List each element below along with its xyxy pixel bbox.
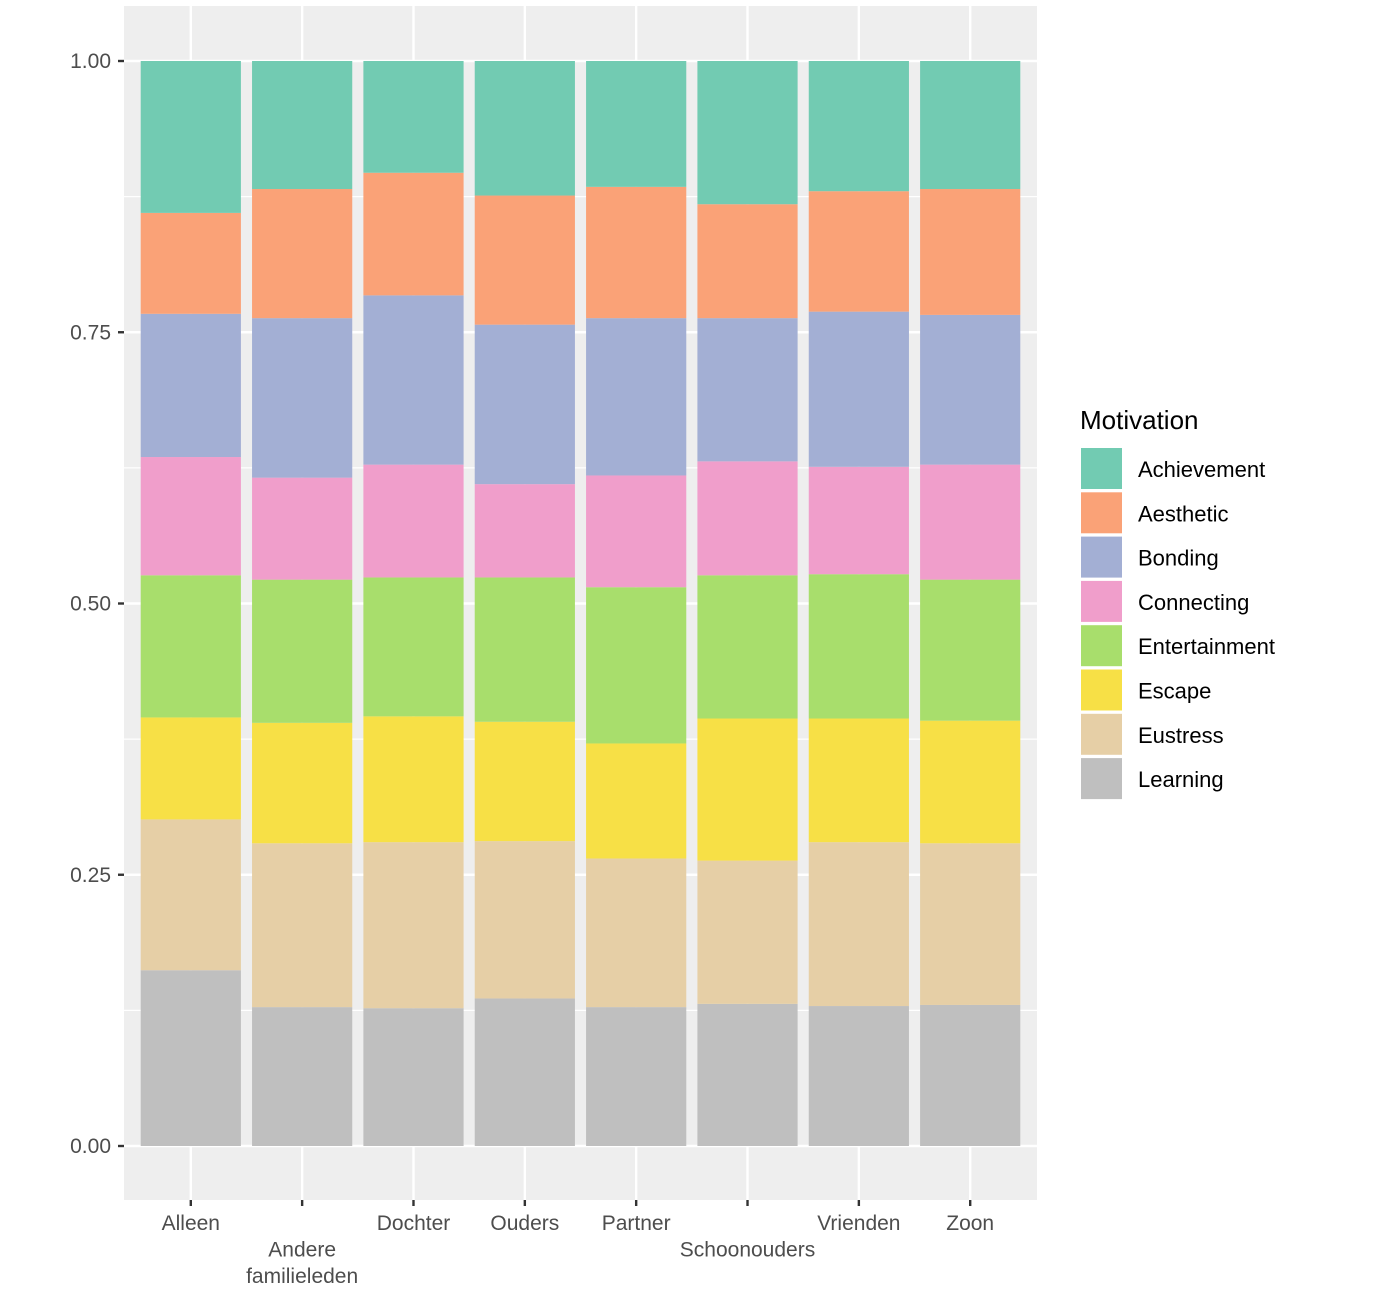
bar-segment-eustress-partner: [586, 858, 687, 1008]
bar-segment-eustress-schoonouders: [697, 860, 798, 1004]
legend-label-connecting: Connecting: [1138, 590, 1249, 615]
legend-swatch-bonding: [1081, 536, 1122, 578]
x-tick-label: Vrienden: [817, 1212, 900, 1235]
bar-segment-connecting-ouders: [474, 484, 575, 578]
bar-segment-aesthetic-alleen: [140, 212, 241, 314]
bar-segment-connecting-partner: [586, 475, 687, 588]
bar-segment-achievement-andere-familieleden: [252, 61, 353, 190]
bar-segment-bonding-dochter: [363, 295, 464, 465]
bar-segment-connecting-zoon: [920, 464, 1021, 580]
bar-segment-escape-andere-familieleden: [252, 722, 353, 844]
bar-segment-escape-schoonouders: [697, 718, 798, 861]
legend-swatch-connecting: [1081, 580, 1122, 622]
bar-segment-aesthetic-partner: [586, 186, 687, 319]
x-tick-label: Alleen: [162, 1212, 220, 1235]
bar-segment-escape-vrienden: [808, 718, 909, 843]
bar-segment-bonding-alleen: [140, 313, 241, 458]
bar-segment-bonding-schoonouders: [697, 318, 798, 462]
bar-segment-eustress-andere-familieleden: [252, 843, 353, 1008]
legend-swatch-entertainment: [1081, 625, 1122, 667]
bar-segment-connecting-dochter: [363, 464, 464, 578]
bar-segment-achievement-vrienden: [808, 61, 909, 192]
x-tick-label: Dochter: [377, 1212, 451, 1235]
bar-segment-entertainment-dochter: [363, 577, 464, 717]
x-tick-label: Partner: [602, 1212, 671, 1235]
x-axis: Alleen Andere familieleden Dochter Ouders Par…: [162, 1200, 994, 1289]
bar-segment-bonding-partner: [586, 318, 687, 476]
bar-segment-aesthetic-dochter: [363, 172, 464, 296]
bar-segment-eustress-dochter: [363, 842, 464, 1009]
bar-segment-connecting-andere-familieleden: [252, 477, 353, 580]
bar-segment-escape-zoon: [920, 720, 1021, 844]
bar-segment-connecting-alleen: [140, 457, 241, 576]
legend-swatch-eustress: [1081, 713, 1122, 755]
bar-segment-aesthetic-zoon: [920, 189, 1021, 315]
bar-segment-learning-partner: [586, 1007, 687, 1146]
bar-segment-aesthetic-vrienden: [808, 191, 909, 312]
legend-label-bonding: Bonding: [1138, 546, 1219, 571]
bar-segment-entertainment-andere-familieleden: [252, 579, 353, 723]
bar-segment-entertainment-schoonouders: [697, 575, 798, 719]
bar-segment-bonding-vrienden: [808, 311, 909, 467]
bar-segment-learning-andere-familieleden: [252, 1007, 353, 1146]
x-tick-label: Zoon: [946, 1212, 994, 1235]
bar-segment-achievement-ouders: [474, 61, 575, 196]
legend-label-escape: Escape: [1138, 679, 1211, 704]
bar-segment-learning-dochter: [363, 1008, 464, 1146]
bar-segment-escape-dochter: [363, 716, 464, 843]
y-tick-label: 1.00: [70, 50, 111, 73]
bar-segment-eustress-alleen: [140, 819, 241, 971]
bar-segment-bonding-zoon: [920, 314, 1021, 465]
bar-segment-achievement-zoon: [920, 61, 1021, 190]
legend-label-eustress: Eustress: [1138, 723, 1224, 748]
y-tick-label: 0.25: [70, 864, 111, 887]
bar-segment-achievement-partner: [586, 61, 687, 187]
bar-segment-learning-vrienden: [808, 1006, 909, 1146]
bar-segment-escape-partner: [586, 743, 687, 859]
legend-swatch-aesthetic: [1081, 492, 1122, 534]
bar-segment-aesthetic-andere-familieleden: [252, 189, 353, 319]
bar-segment-connecting-vrienden: [808, 466, 909, 575]
legend-label-aesthetic: Aesthetic: [1138, 501, 1229, 526]
bar-segment-entertainment-partner: [586, 587, 687, 744]
bar-segment-eustress-zoon: [920, 843, 1021, 1005]
y-tick-label: 0.00: [70, 1135, 111, 1158]
x-tick-label: Ouders: [490, 1212, 559, 1235]
bar-segment-aesthetic-schoonouders: [697, 204, 798, 319]
bar-segment-entertainment-zoon: [920, 579, 1021, 721]
y-tick-label: 0.75: [70, 321, 111, 344]
bar-segment-learning-ouders: [474, 998, 575, 1146]
bar-segment-connecting-schoonouders: [697, 461, 798, 576]
y-tick-label: 0.50: [70, 593, 111, 616]
bar-segment-eustress-vrienden: [808, 842, 909, 1007]
bar-segment-entertainment-ouders: [474, 577, 575, 722]
bar-segment-bonding-andere-familieleden: [252, 318, 353, 478]
bar-segment-entertainment-alleen: [140, 575, 241, 718]
y-axis: 0.00 0.25 0.50 0.75 1.00: [70, 50, 124, 1158]
bar-segment-bonding-ouders: [474, 324, 575, 485]
x-tick-label: Andere familieleden: [246, 1239, 358, 1289]
bar-segment-achievement-dochter: [363, 61, 464, 173]
x-tick-label: Schoonouders: [680, 1239, 815, 1262]
legend-label-achievement: Achievement: [1138, 457, 1265, 482]
bars: [140, 61, 1021, 1146]
bar-segment-escape-alleen: [140, 717, 241, 820]
bar-segment-learning-zoon: [920, 1004, 1021, 1146]
bar-segment-escape-ouders: [474, 721, 575, 842]
legend-label-entertainment: Entertainment: [1138, 634, 1275, 659]
legend-swatch-learning: [1081, 758, 1122, 800]
legend-swatch-escape: [1081, 669, 1122, 711]
legend-label-learning: Learning: [1138, 767, 1224, 792]
legend: Motivation Achievement Aesthetic Bonding Co…: [1080, 405, 1275, 800]
bar-segment-achievement-alleen: [140, 61, 241, 213]
bar-segment-eustress-ouders: [474, 841, 575, 999]
bar-segment-learning-schoonouders: [697, 1003, 798, 1146]
bar-segment-learning-alleen: [140, 970, 241, 1146]
bar-segment-achievement-schoonouders: [697, 61, 798, 205]
bar-segment-entertainment-vrienden: [808, 574, 909, 719]
bar-segment-aesthetic-ouders: [474, 195, 575, 325]
legend-swatch-achievement: [1081, 448, 1122, 489]
legend-title: Motivation: [1080, 405, 1199, 435]
